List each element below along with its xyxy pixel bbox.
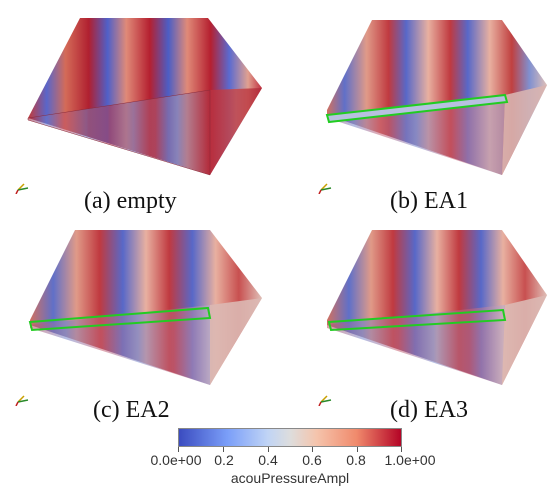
colorbar-title: acouPressureAmpl [230, 470, 350, 486]
panel-a-empty: (a) empty [0, 0, 277, 230]
box-render-d [327, 230, 547, 385]
colorbar-tick-label: 0.6 [302, 452, 322, 468]
axes-triad-icon [317, 178, 339, 194]
box-render-b [325, 20, 547, 175]
colorbar-tick [357, 447, 358, 452]
caption-d: (d) EA3 [390, 397, 468, 423]
axes-triad-icon [14, 178, 36, 194]
panel-c-ea2: (c) EA2 [0, 210, 277, 440]
colorbar-tick [223, 447, 224, 452]
panel-b-ea1: (b) EA1 [277, 0, 554, 230]
caption-b: (b) EA1 [390, 188, 468, 214]
colorbar-gradient [178, 428, 402, 447]
colorbar-tick [268, 447, 269, 452]
box-render-a [27, 18, 262, 176]
colorbar-tick [178, 447, 179, 452]
colorbar-legend: 0.0e+00 0.2 0.4 0.6 0.8 1.0e+00 acouPres… [0, 428, 555, 491]
colorbar-tick-label: 0.0e+00 [150, 452, 202, 468]
axes-triad-icon [317, 390, 339, 406]
axes-triad-icon [14, 390, 36, 406]
colorbar-tick-label: 1.0e+00 [384, 452, 436, 468]
colorbar-tick-label: 0.2 [214, 452, 234, 468]
ea2-box-outline [28, 306, 212, 332]
panel-d-ea3: (d) EA3 [277, 210, 554, 440]
ea3-box-outline [327, 308, 507, 332]
caption-c: (c) EA2 [93, 397, 170, 423]
box-render-c [28, 230, 262, 385]
colorbar-tick-label: 0.8 [346, 452, 366, 468]
colorbar-tick-label: 0.4 [258, 452, 278, 468]
caption-a: (a) empty [84, 188, 177, 214]
colorbar-tick [401, 447, 402, 452]
colorbar-tick [312, 447, 313, 452]
